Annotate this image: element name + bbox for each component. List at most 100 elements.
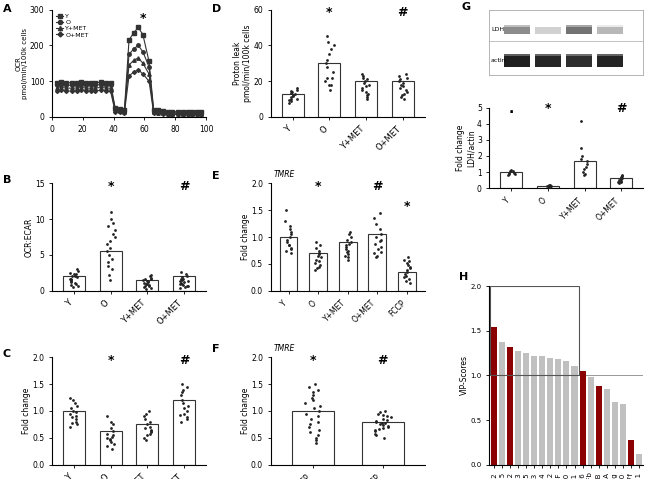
Point	[107, 255, 117, 262]
Point	[65, 275, 75, 283]
Point	[342, 248, 352, 256]
Point	[307, 394, 317, 401]
Point	[326, 74, 337, 81]
Point	[141, 421, 151, 428]
Point	[176, 380, 187, 388]
Point	[346, 239, 356, 246]
Point	[323, 38, 333, 46]
Bar	[564, 361, 569, 465]
Point	[71, 415, 81, 423]
Point	[146, 429, 157, 436]
Point	[314, 263, 324, 271]
Bar	[507, 347, 514, 465]
Point	[288, 91, 298, 99]
Point	[70, 399, 81, 407]
Text: *: *	[107, 354, 114, 367]
Text: TMRE: TMRE	[274, 344, 295, 353]
Point	[284, 241, 294, 249]
Text: A: A	[3, 4, 11, 14]
Point	[138, 284, 149, 291]
Point	[324, 81, 335, 89]
Point	[176, 418, 187, 425]
Point	[310, 380, 320, 388]
Point	[577, 152, 587, 160]
Point	[177, 280, 187, 287]
Point	[358, 84, 368, 92]
Point	[71, 408, 81, 416]
Point	[311, 244, 321, 251]
Point	[177, 397, 188, 404]
Point	[373, 245, 384, 253]
Point	[67, 273, 77, 280]
Point	[370, 254, 381, 262]
Point	[320, 77, 331, 85]
Point	[373, 410, 384, 418]
Point	[344, 240, 354, 247]
Point	[176, 391, 186, 399]
Point	[65, 394, 75, 401]
Point	[395, 84, 405, 92]
Bar	[636, 454, 642, 465]
Point	[614, 176, 624, 183]
Point	[71, 281, 81, 288]
Point	[401, 277, 411, 285]
Y-axis label: Fold change: Fold change	[22, 388, 31, 434]
Bar	[566, 54, 592, 57]
Point	[402, 254, 413, 262]
Point	[396, 81, 406, 89]
Bar	[532, 356, 538, 465]
Bar	[504, 26, 530, 34]
Point	[343, 256, 354, 263]
Point	[71, 418, 81, 425]
Point	[66, 404, 76, 412]
Point	[102, 434, 112, 442]
Bar	[63, 411, 85, 465]
Point	[364, 81, 374, 89]
Bar	[280, 237, 298, 291]
Bar	[619, 404, 626, 465]
Point	[286, 89, 296, 97]
Text: #: #	[179, 180, 189, 193]
Point	[404, 263, 415, 271]
Point	[312, 264, 322, 272]
Point	[378, 424, 389, 432]
Point	[101, 240, 112, 248]
Point	[375, 209, 385, 217]
Bar	[362, 422, 404, 465]
Y-axis label: Fold change: Fold change	[240, 214, 250, 260]
Point	[385, 413, 396, 421]
Point	[73, 282, 83, 290]
Bar	[597, 26, 623, 34]
Point	[140, 280, 151, 287]
Bar	[173, 400, 195, 465]
Point	[380, 407, 390, 415]
Point	[380, 419, 390, 427]
Text: *: *	[315, 180, 321, 193]
Point	[176, 279, 187, 287]
Point	[362, 76, 372, 83]
Point	[577, 117, 587, 125]
Point	[307, 391, 318, 399]
Point	[618, 171, 628, 179]
Point	[280, 206, 291, 214]
Bar	[535, 56, 561, 67]
Point	[324, 50, 335, 58]
Point	[361, 83, 371, 91]
Point	[138, 276, 148, 284]
Point	[510, 170, 520, 178]
Bar	[281, 94, 304, 117]
Bar	[515, 351, 521, 465]
Y-axis label: VIP-Scores: VIP-Scores	[460, 355, 469, 395]
Point	[68, 284, 78, 291]
Bar	[499, 342, 505, 465]
Bar	[500, 172, 523, 188]
Point	[315, 250, 325, 257]
Point	[107, 431, 118, 439]
Point	[509, 169, 519, 177]
Point	[307, 397, 318, 404]
Point	[314, 247, 324, 254]
Point	[101, 430, 112, 437]
Legend: Y, O, Y+MET, O+MET: Y, O, Y+MET, O+MET	[55, 13, 89, 38]
Point	[400, 272, 411, 280]
Point	[183, 277, 194, 285]
